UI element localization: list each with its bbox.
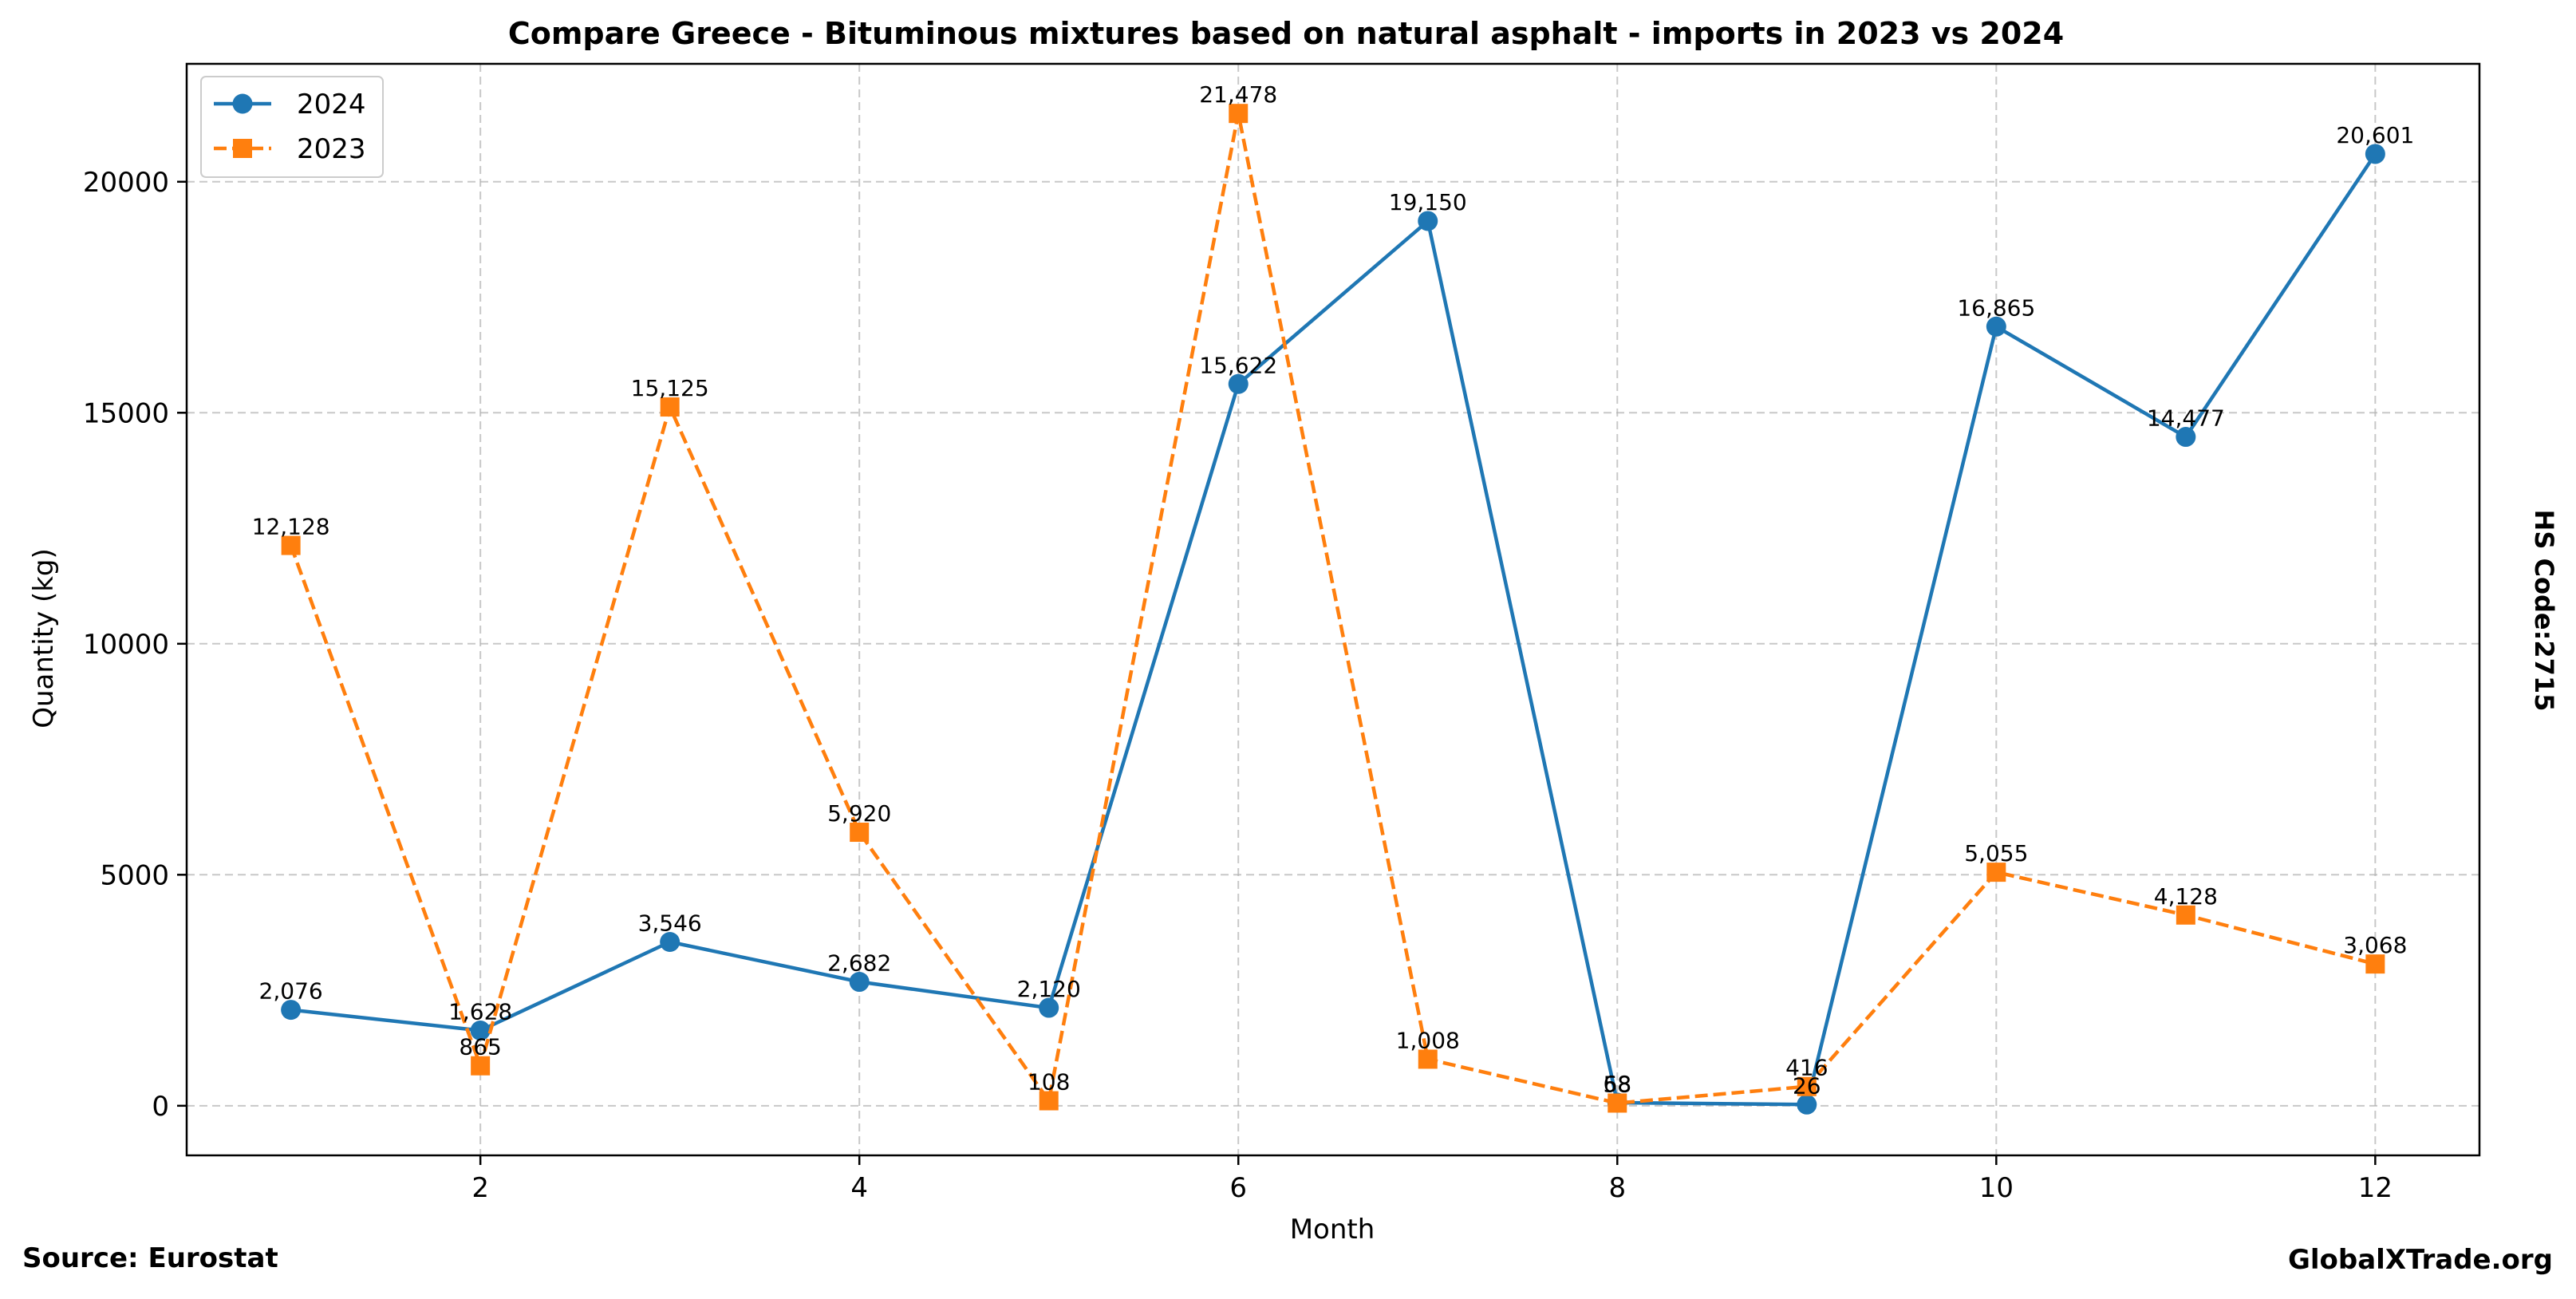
data-label-2023: 15,125: [631, 375, 709, 401]
data-point-2023: [660, 397, 680, 417]
brand-label: GlobalXTrade.org: [2288, 1244, 2553, 1276]
data-label-2024: 26: [1793, 1072, 1821, 1099]
legend-label: 2023: [297, 133, 366, 165]
data-point-2024: [1418, 211, 1438, 231]
data-point-2023: [1797, 1076, 1817, 1096]
data-label-2023: 1,008: [1396, 1027, 1460, 1053]
source-label: Source: Eurostat: [22, 1242, 278, 1274]
y-tick-label: 15000: [83, 397, 169, 429]
data-point-2024: [2176, 427, 2196, 448]
data-label-2024: 2,682: [827, 950, 891, 977]
data-point-2023: [471, 1056, 491, 1076]
data-point-2024: [1228, 373, 1249, 394]
chart-title: Compare Greece - Bituminous mixtures bas…: [508, 16, 2064, 51]
data-label-2023: 5,920: [827, 800, 891, 827]
data-point-2023: [2365, 954, 2385, 974]
legend-label: 2024: [297, 89, 366, 120]
y-tick-label: 0: [152, 1091, 169, 1123]
data-point-2023: [850, 823, 870, 843]
data-point-2023: [2176, 905, 2195, 925]
data-label-2023: 4,128: [2154, 883, 2218, 910]
data-label-2024: 19,150: [1389, 189, 1467, 215]
data-label-2024: 2,120: [1017, 976, 1081, 1002]
x-tick-label: 8: [1608, 1172, 1626, 1204]
y-tick-label: 5000: [100, 859, 169, 891]
data-point-2024: [660, 931, 680, 952]
x-tick-label: 10: [1979, 1172, 2014, 1204]
data-label-2024: 68: [1603, 1071, 1631, 1097]
plot-frame: [185, 62, 2481, 1157]
series-line-2024: [290, 152, 2377, 1107]
x-tick-label: 2: [471, 1172, 489, 1204]
x-tick-label: 12: [2358, 1172, 2393, 1204]
grid: [187, 64, 2479, 1155]
data-point-2024: [1039, 997, 1059, 1018]
data-point-2024: [281, 1000, 302, 1021]
data-point-2023: [281, 535, 301, 555]
data-point-2024: [2365, 144, 2385, 164]
data-label-2024: 20,601: [2336, 122, 2414, 148]
data-label-2024: 2,076: [259, 978, 323, 1005]
series: [281, 104, 2385, 1115]
data-labels: 2,076 1,628 3,546 2,682 2,120 15,622 19,150 68 2…: [252, 81, 2415, 1099]
data-point-2023: [1986, 863, 2006, 882]
data-label-2023: 12,128: [252, 514, 330, 540]
hs-code-label: HS Code:2715: [2529, 510, 2559, 712]
data-point-2023: [1039, 1091, 1059, 1111]
data-label-2023: 865: [459, 1034, 501, 1060]
data-label-2023: 3,068: [2343, 932, 2407, 958]
x-tick-label: 4: [850, 1172, 868, 1204]
data-label-2024: 14,477: [2147, 405, 2225, 432]
y-tick-label: 10000: [83, 629, 169, 661]
data-label-2024: 1,628: [448, 999, 512, 1025]
data-point-2023: [1418, 1049, 1438, 1069]
legend-swatch-marker: [232, 93, 253, 114]
data-label-2023: 5,055: [1964, 840, 2028, 867]
data-label-2023: 58: [1603, 1071, 1631, 1097]
series-line-2023: [289, 111, 2376, 1105]
data-label-2024: 3,546: [638, 910, 702, 936]
data-label-2024: 16,865: [1957, 294, 2035, 321]
y-axis-label: Quantity (kg): [28, 548, 60, 728]
legend: 2024 2023: [200, 76, 384, 178]
y-tick-label: 20000: [83, 167, 169, 199]
data-point-2024: [470, 1021, 491, 1041]
data-point-2024: [1986, 316, 2006, 337]
legend-swatch-marker: [233, 139, 252, 158]
data-point-2024: [1797, 1094, 1817, 1115]
data-point-2023: [1608, 1093, 1627, 1113]
data-label-2023: 108: [1028, 1069, 1070, 1096]
data-label-2023: 416: [1785, 1055, 1828, 1081]
data-point-2024: [849, 972, 870, 993]
data-label-2023: 21,478: [1199, 81, 1277, 108]
x-axis-label: Month: [1290, 1214, 1375, 1246]
data-point-2023: [1229, 104, 1249, 124]
data-label-2024: 15,622: [1199, 352, 1277, 378]
x-tick-label: 6: [1229, 1172, 1247, 1204]
